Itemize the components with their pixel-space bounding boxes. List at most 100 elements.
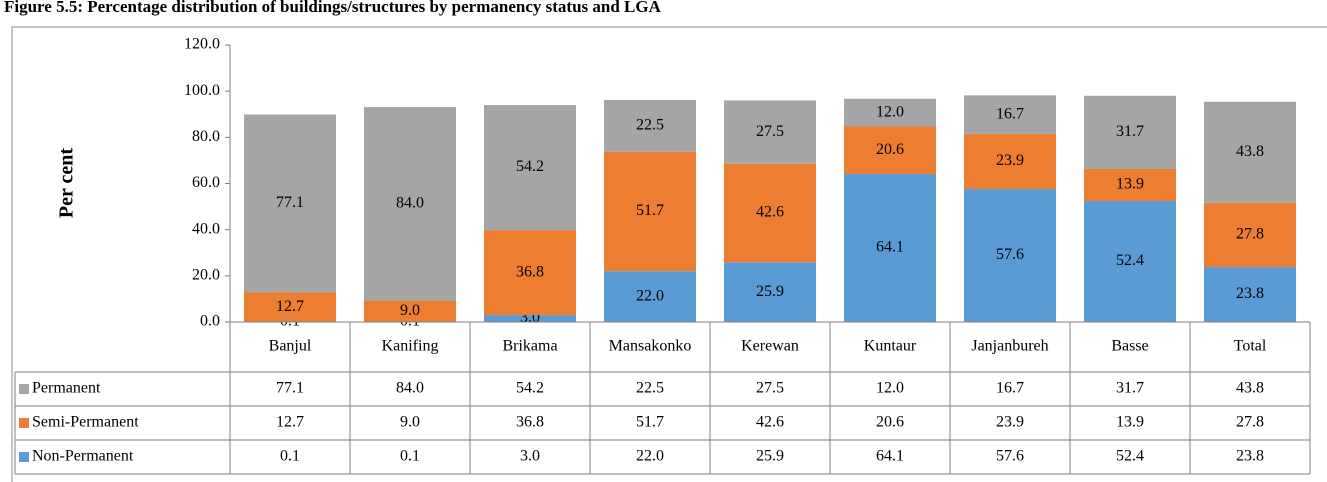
x-tick-label: Mansakonko	[609, 338, 692, 355]
bar-segment	[604, 271, 696, 322]
table-cell: 54.2	[516, 380, 544, 397]
bar-segment	[964, 189, 1056, 322]
bar-segment	[484, 105, 576, 231]
chart-title: Figure 5.5: Percentage distribution of b…	[4, 0, 662, 16]
table-cell: 57.6	[996, 448, 1024, 465]
data-label: 23.9	[996, 152, 1024, 169]
data-label: 12.7	[276, 298, 304, 315]
bar-segment	[364, 107, 456, 301]
bar-segment	[724, 262, 816, 322]
data-label: 64.1	[876, 239, 904, 256]
table-cell: 31.7	[1116, 380, 1144, 397]
bar-segment	[604, 99, 696, 152]
bar-segment	[1084, 95, 1176, 169]
data-label: 42.6	[756, 204, 784, 221]
bar-segment	[484, 315, 576, 322]
bar-segment	[724, 100, 816, 164]
data-label: 20.6	[876, 141, 904, 158]
bar-segment	[844, 98, 936, 127]
bar-segment	[964, 133, 1056, 190]
y-tick-label: 20.0	[192, 267, 220, 284]
legend-label: Non-Permanent	[32, 448, 134, 465]
y-tick-label: 100.0	[184, 82, 220, 99]
table-cell: 51.7	[636, 414, 664, 431]
x-tick-label: Banjul	[269, 338, 312, 355]
bar-segment	[604, 151, 696, 272]
table-cell: 3.0	[520, 448, 540, 465]
data-label: 54.2	[516, 158, 544, 175]
y-tick-label: 80.0	[192, 128, 220, 145]
table-cell: 12.7	[276, 414, 304, 431]
bar-segment	[1204, 101, 1296, 203]
table-cell: 52.4	[1116, 448, 1144, 465]
chart-frame	[11, 26, 1327, 482]
x-tick-label: Brikama	[502, 338, 557, 355]
legend-label: Permanent	[32, 380, 101, 397]
legend-swatch	[19, 452, 29, 462]
bar-segment	[844, 126, 936, 175]
x-tick-label: Total	[1234, 338, 1267, 355]
bar-segment	[1204, 202, 1296, 268]
bar-segment	[484, 230, 576, 316]
legend-swatch	[19, 384, 29, 394]
data-label: 13.9	[1116, 176, 1144, 193]
table-cell: 23.8	[1236, 448, 1264, 465]
table-cell: 27.8	[1236, 414, 1264, 431]
bar-segment	[1084, 201, 1176, 322]
data-label: 16.7	[996, 105, 1024, 122]
bar-segment	[244, 114, 336, 293]
table-cell: 12.0	[876, 380, 904, 397]
x-tick-label: Basse	[1111, 338, 1148, 355]
data-label: 27.5	[756, 123, 784, 140]
table-cell: 9.0	[400, 414, 420, 431]
data-label: 31.7	[1116, 123, 1144, 140]
table-cell: 27.5	[756, 380, 784, 397]
table-cell: 23.9	[996, 414, 1024, 431]
table-cell: 25.9	[756, 448, 784, 465]
bar-segment	[244, 292, 336, 322]
x-tick-label: Kerewan	[741, 338, 799, 355]
x-tick-label: Kuntaur	[864, 338, 917, 355]
bar-segment	[844, 174, 936, 322]
bar-segment	[964, 95, 1056, 134]
bar-segment	[1084, 168, 1176, 202]
data-label: 22.0	[636, 287, 664, 304]
table-cell: 13.9	[1116, 414, 1144, 431]
bar-segment	[364, 300, 456, 322]
table-cell: 36.8	[516, 414, 544, 431]
data-label: 25.9	[756, 283, 784, 300]
data-label: 9.0	[400, 302, 420, 319]
data-label: 12.0	[876, 103, 904, 120]
table-cell: 42.6	[756, 414, 784, 431]
y-tick-label: 40.0	[192, 220, 220, 237]
table-cell: 20.6	[876, 414, 904, 431]
table-cell: 16.7	[996, 380, 1024, 397]
data-label: 77.1	[276, 194, 304, 211]
data-label: 23.8	[1236, 285, 1264, 302]
table-cell: 0.1	[400, 448, 420, 465]
table-cell: 84.0	[396, 380, 424, 397]
table-cell: 43.8	[1236, 380, 1264, 397]
bar-segment	[1204, 267, 1296, 322]
y-tick-label: 120.0	[184, 36, 220, 53]
bar-segment	[724, 163, 816, 263]
legend-swatch	[19, 418, 29, 428]
x-tick-label: Kanifing	[382, 338, 439, 355]
table-cell: 22.5	[636, 380, 664, 397]
data-label: 43.8	[1236, 143, 1264, 160]
table-cell: 64.1	[876, 448, 904, 465]
data-label: 51.7	[636, 202, 664, 219]
data-label: 57.6	[996, 246, 1024, 263]
y-axis-label: Per cent	[56, 148, 78, 218]
data-label: 52.4	[1116, 252, 1144, 269]
data-label: 36.8	[516, 263, 544, 280]
x-tick-label: Janjanbureh	[971, 338, 1048, 355]
y-tick-label: 0.0	[200, 313, 220, 330]
data-label: 22.5	[636, 117, 664, 134]
data-label: 84.0	[396, 195, 424, 212]
y-tick-label: 60.0	[192, 174, 220, 191]
legend-label: Semi-Permanent	[32, 414, 139, 431]
data-label: 27.8	[1236, 226, 1264, 243]
table-cell: 0.1	[280, 448, 300, 465]
